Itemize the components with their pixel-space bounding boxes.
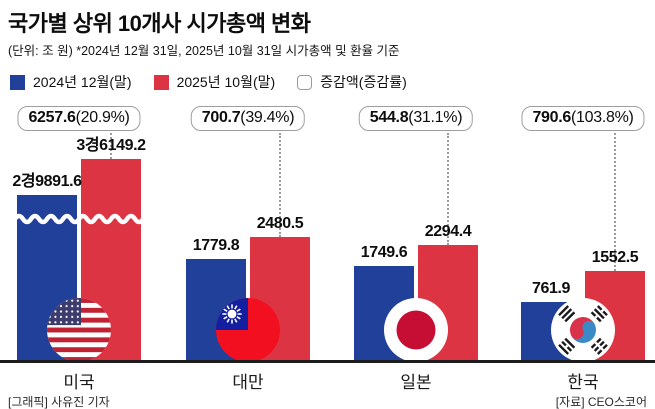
bar-value-2024: 2경9891.6 — [12, 173, 82, 190]
graphic-credit: [그래픽] 사유진 기자 — [8, 395, 110, 409]
change-badge: 700.7(39.4%) — [190, 106, 306, 131]
change-percent: (31.1%) — [408, 109, 463, 126]
chart-group-taiwan: 700.7(39.4%) 1779.8 2480.5 — [186, 0, 310, 409]
bar-value-2025: 1552.5 — [591, 249, 639, 266]
change-percent: (20.9%) — [75, 109, 130, 126]
axis-break-wave — [81, 213, 141, 225]
taiwan-flag-icon — [216, 298, 280, 362]
badge-connector-line — [110, 133, 112, 159]
japan-flag-icon — [384, 298, 448, 362]
legend-item-2025: 2025년 10월(말) — [153, 72, 276, 92]
bar-value-2025: 3경6149.2 — [76, 137, 146, 154]
category-label: 대만 — [232, 373, 264, 392]
change-badge: 790.6(103.8%) — [521, 106, 645, 131]
change-percent: (103.8%) — [571, 109, 634, 126]
change-amount: 6257.6 — [28, 109, 76, 126]
axis-break-wave — [17, 213, 77, 225]
change-amount: 700.7 — [201, 109, 241, 126]
bar-value-2024: 1779.8 — [192, 237, 240, 254]
legend-item-2024: 2024년 12월(말) — [10, 72, 132, 92]
change-percent: (39.4%) — [240, 109, 295, 126]
badge-connector-line — [279, 133, 281, 237]
legend-label: 2024년 12월(말) — [33, 74, 132, 90]
legend-swatch-blue — [10, 74, 25, 90]
badge-connector-line — [614, 133, 616, 271]
legend-label: 2025년 10월(말) — [176, 74, 276, 90]
bar-value-2024: 761.9 — [531, 280, 571, 297]
legend-swatch-change — [297, 74, 313, 90]
change-badge: 544.8(31.1%) — [358, 106, 474, 131]
chart-group-korea: 790.6(103.8%) 761.9 1552.5 — [521, 0, 645, 409]
chart-group-japan: 544.8(31.1%) 1749.6 2294.4 일본 — [354, 0, 478, 409]
category-label: 일본 — [400, 373, 432, 392]
bar-value-2024: 1749.6 — [360, 244, 408, 261]
change-amount: 544.8 — [369, 109, 409, 126]
legend-item-change: 증감액(증감률) — [297, 72, 407, 92]
change-badge: 6257.6(20.9%) — [17, 106, 141, 131]
x-axis-line — [0, 360, 655, 363]
change-amount: 790.6 — [532, 109, 572, 126]
category-label: 한국 — [567, 373, 599, 392]
category-label: 미국 — [63, 373, 95, 392]
chart-group-usa: 6257.6(20.9%) 2경9891.6 3경6149.2 — [12, 0, 146, 409]
korea-flag-icon — [551, 298, 615, 362]
legend-swatch-red — [153, 74, 169, 90]
page-title: 국가별 상위 10개사 시가총액 변화 — [8, 11, 311, 36]
legend-label: 증감액(증감률) — [320, 74, 407, 90]
bar-value-2025: 2480.5 — [256, 215, 304, 232]
usa-flag-icon — [47, 298, 111, 362]
page-subtitle: (단위: 조 원) *2024년 12월 31일, 2025년 10월 31일 … — [8, 44, 400, 58]
bar-value-2025: 2294.4 — [424, 223, 472, 240]
source-credit: [자료] CEO스코어 — [555, 395, 647, 409]
badge-connector-line — [447, 133, 449, 245]
legend: 2024년 12월(말) 2025년 10월(말) 증감액(증감률) — [10, 72, 407, 92]
